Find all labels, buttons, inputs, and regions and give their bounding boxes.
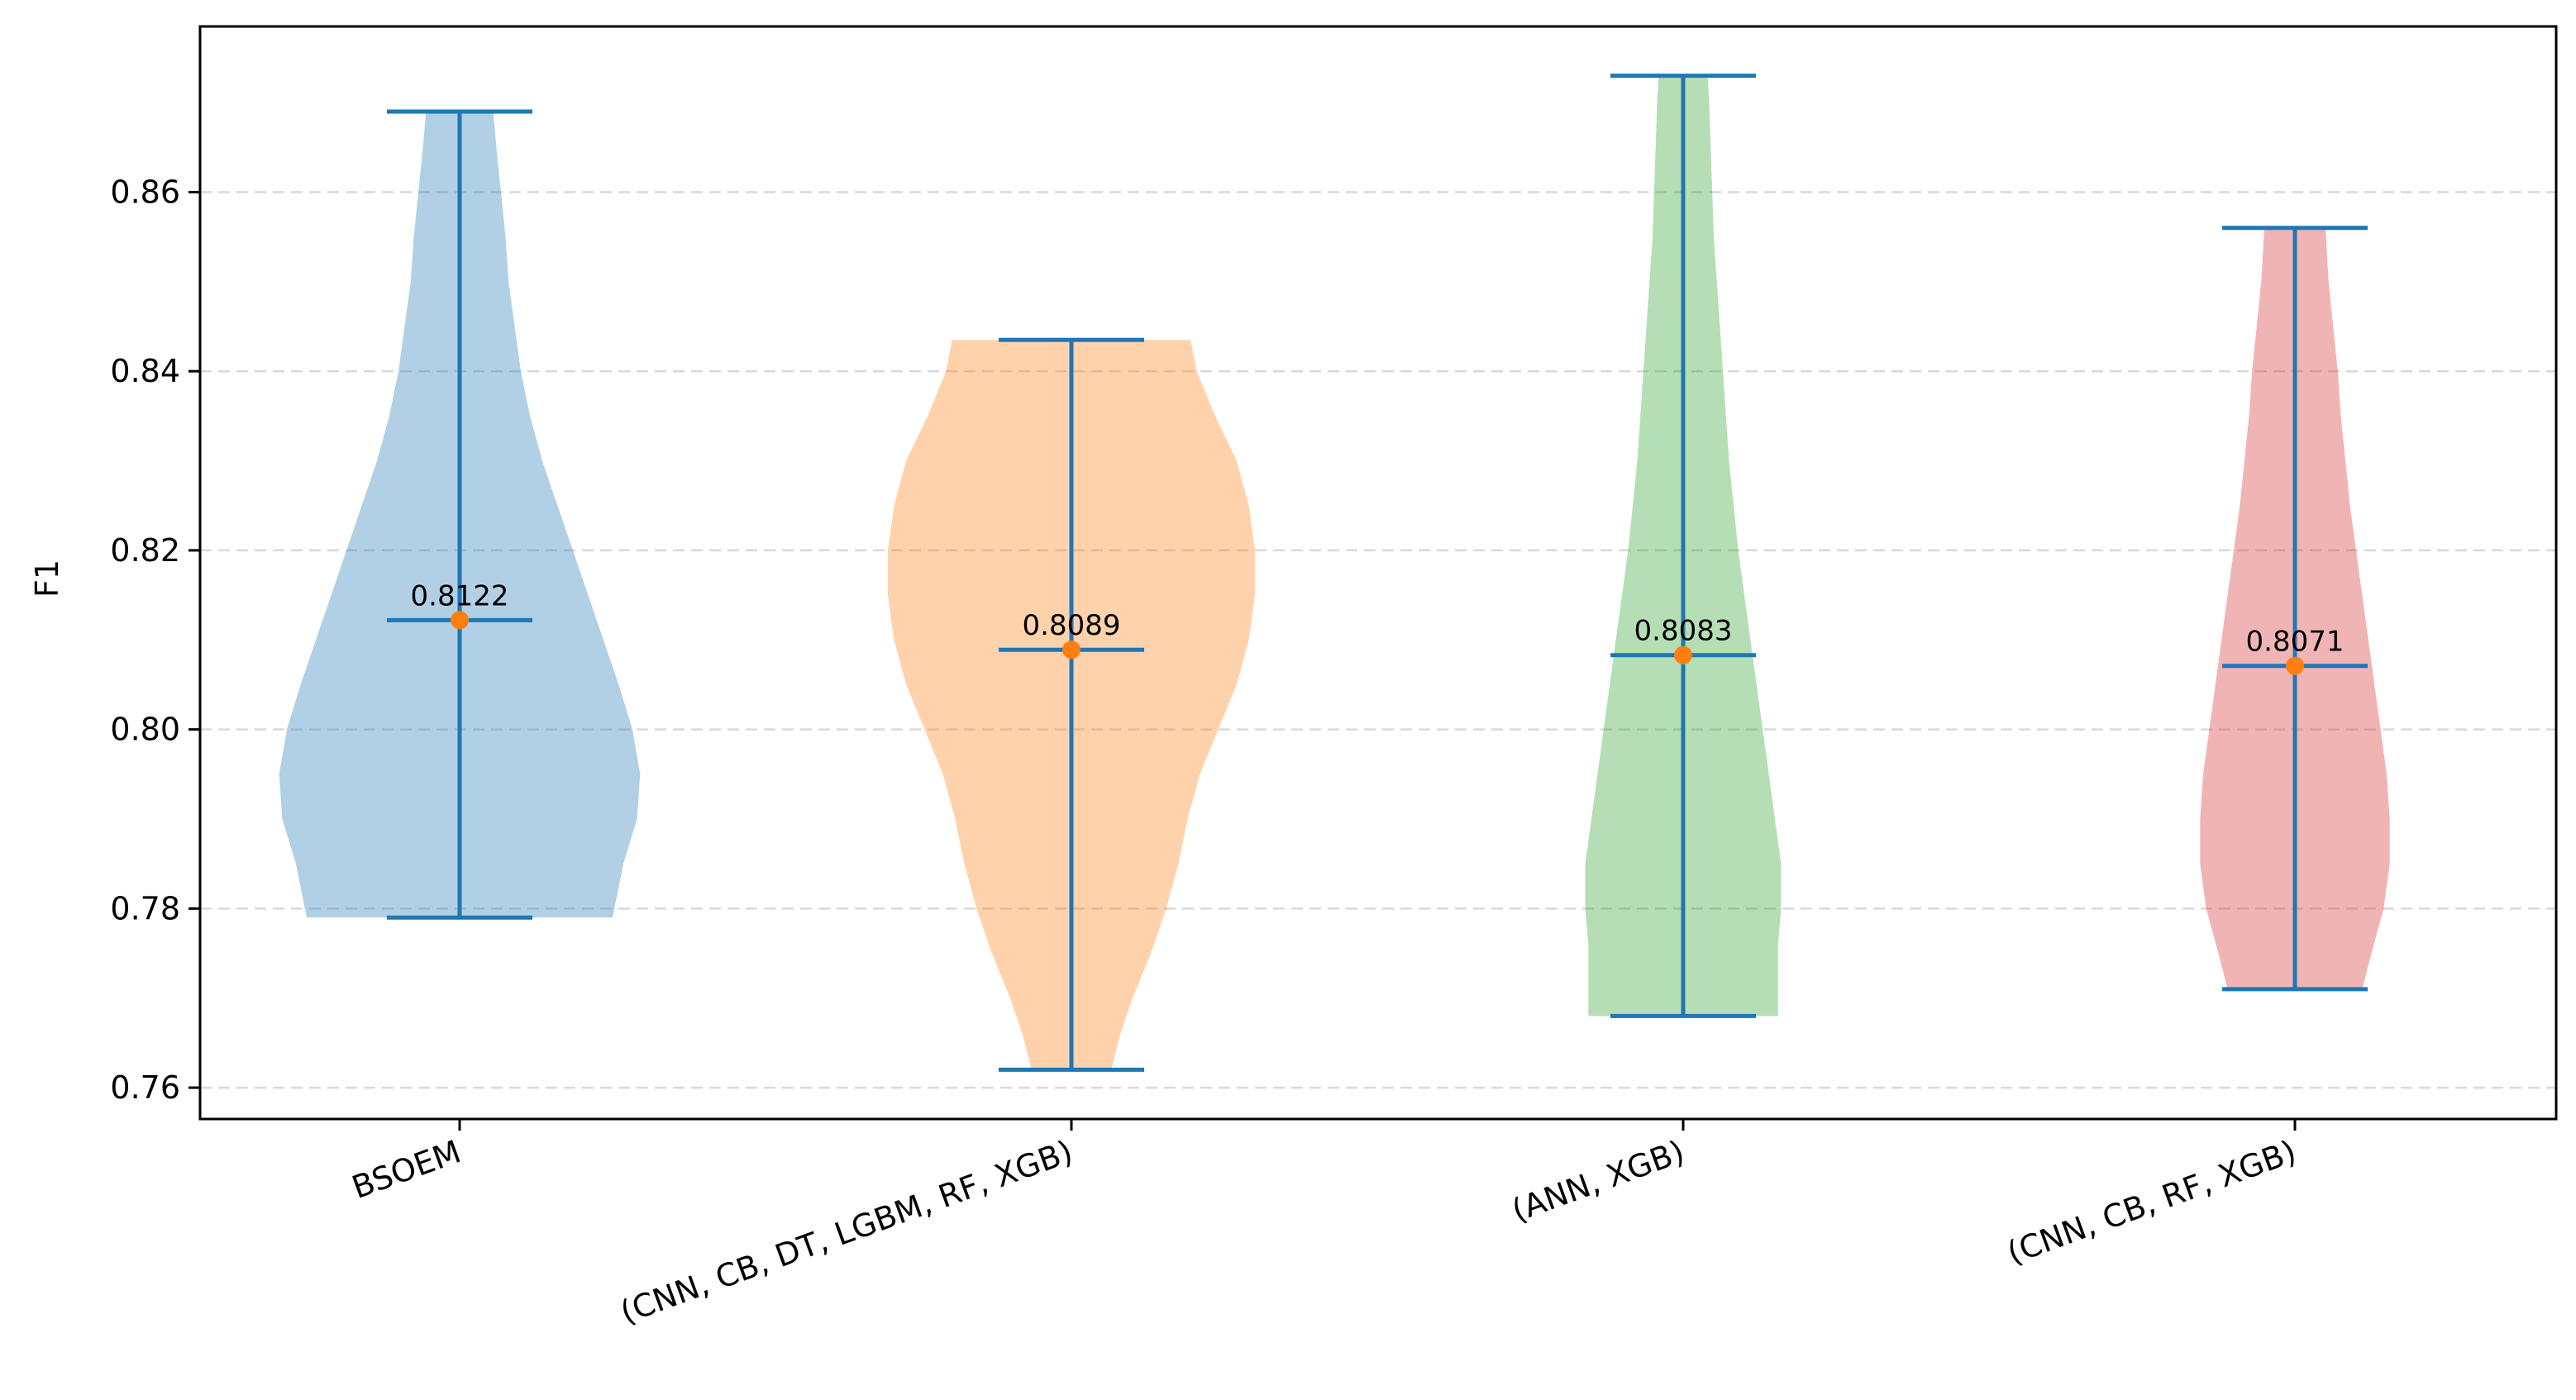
y-axis-label: F1 — [29, 560, 65, 598]
x-tick-label: (CNN, CB, DT, LGBM, RF, XGB) — [616, 1133, 1077, 1331]
y-tick-label: 0.86 — [110, 174, 180, 210]
x-tick-label: BSOEM — [347, 1133, 465, 1206]
mean-value-label: 0.8083 — [1634, 615, 1733, 648]
x-axis: BSOEM (CNN, CB, DT, LGBM, RF, XGB) (ANN, X… — [347, 1119, 2301, 1331]
y-tick-label: 0.82 — [110, 532, 180, 569]
y-axis: 0.76 0.78 0.80 0.82 0.84 0.86 — [110, 174, 200, 1106]
mean-value-label: 0.8122 — [411, 579, 509, 612]
violin-group: 0.8083 — [1585, 74, 1782, 1018]
x-tick-label: (ANN, XGB) — [1507, 1133, 1689, 1229]
grid-lines — [200, 191, 2556, 1089]
violins: 0.8122 0.8089 0.8083 0.8071 — [279, 74, 2390, 1072]
mean-value-label: 0.8089 — [1023, 609, 1121, 642]
violin-group: 0.8071 — [2200, 226, 2390, 992]
mean-marker — [1674, 645, 1692, 664]
plot-frame — [198, 25, 2558, 1121]
y-tick-label: 0.78 — [110, 890, 180, 926]
x-tick-label: (CNN, CB, RF, XGB) — [2002, 1133, 2301, 1271]
mean-marker — [1062, 640, 1080, 660]
mean-value-label: 0.8071 — [2246, 626, 2345, 659]
y-tick-label: 0.84 — [110, 353, 180, 389]
violin-group: 0.8089 — [888, 337, 1255, 1072]
violin-group: 0.8122 — [279, 109, 641, 920]
y-tick-label: 0.76 — [110, 1069, 180, 1106]
y-tick-label: 0.80 — [110, 712, 180, 748]
mean-marker — [451, 611, 469, 630]
mean-marker — [2286, 656, 2304, 675]
